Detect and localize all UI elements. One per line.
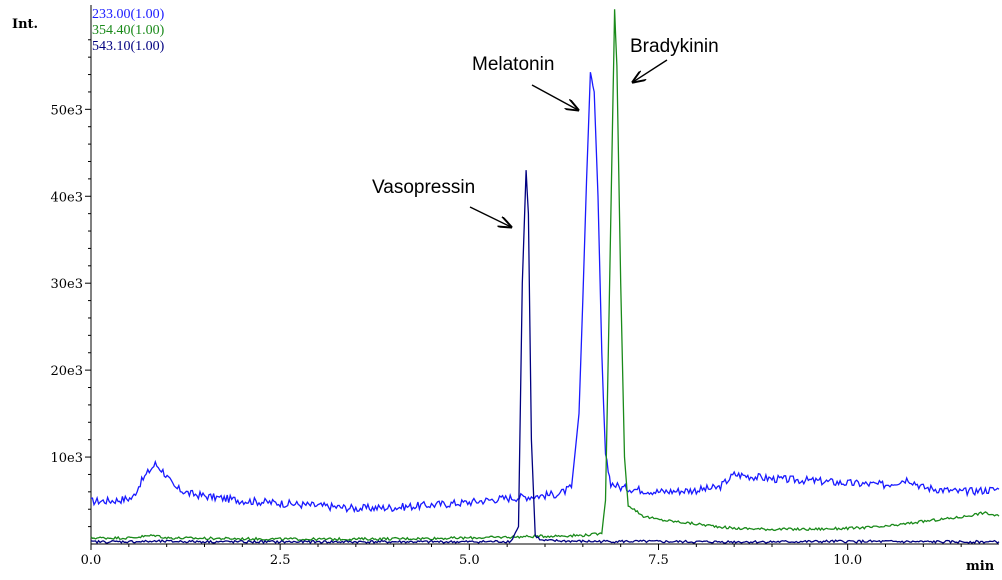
- x-tick-label: 7.5: [648, 553, 669, 568]
- series-line: [90, 9, 1000, 542]
- peak-arrow: [531, 84, 578, 110]
- x-axis-title: min: [966, 559, 995, 574]
- peak-label: Melatonin: [472, 54, 554, 75]
- legend-entry: 233.00(1.00): [92, 7, 165, 22]
- x-tick-label: 10.0: [833, 553, 862, 568]
- legend-entry: 543.10(1.00): [92, 39, 165, 54]
- legend-entry: 354.40(1.00): [92, 23, 165, 38]
- y-tick-label: 30e3: [50, 277, 83, 292]
- x-tick-label: 2.5: [270, 553, 291, 568]
- peak-label: Vasopressin: [372, 177, 475, 198]
- y-tick-label: 10e3: [50, 451, 83, 466]
- y-tick-label: 50e3: [50, 103, 83, 118]
- x-tick-label: 0.0: [81, 553, 102, 568]
- peak-label: Bradykinin: [630, 36, 719, 57]
- x-tick-label: 5.0: [459, 553, 480, 568]
- peak-arrow: [469, 206, 511, 227]
- series-line: [90, 170, 1000, 545]
- y-axis-title: Int.: [12, 17, 38, 32]
- y-tick-label: 40e3: [50, 190, 83, 205]
- y-tick-label: 20e3: [50, 364, 83, 379]
- series-line: [90, 72, 1000, 514]
- peak-arrow: [633, 59, 668, 82]
